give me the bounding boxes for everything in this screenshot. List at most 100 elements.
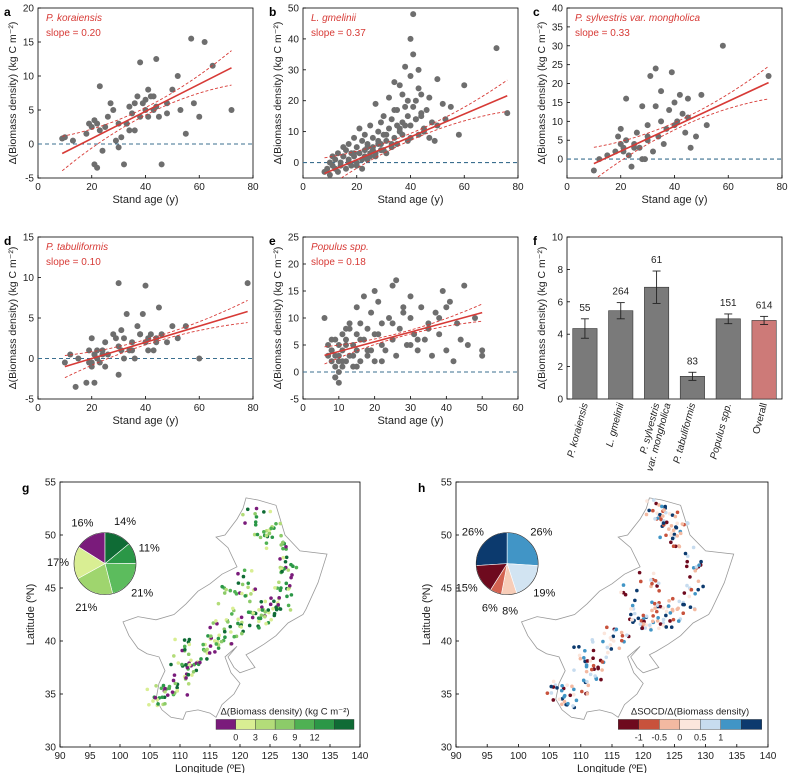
- x-tick-label: 130: [697, 751, 714, 762]
- y-tick-label: 55: [45, 478, 57, 489]
- data-point: [145, 113, 152, 120]
- site-point: [630, 603, 635, 608]
- site-point: [688, 605, 693, 610]
- pie-label: 21%: [75, 602, 97, 614]
- site-point: [203, 649, 207, 653]
- data-point: [434, 76, 441, 83]
- site-point: [617, 646, 622, 651]
- x-tick-label: 140: [760, 751, 777, 762]
- site-point: [670, 513, 675, 517]
- data-point: [339, 358, 346, 365]
- site-point: [638, 579, 643, 584]
- data-point: [421, 336, 428, 343]
- data-point: [391, 79, 398, 86]
- site-point: [651, 571, 656, 576]
- site-point: [658, 604, 663, 609]
- pie-label: 26%: [530, 526, 552, 538]
- data-point: [102, 363, 109, 370]
- data-point: [112, 335, 119, 342]
- ci-upper: [324, 79, 508, 159]
- site-point: [650, 608, 654, 613]
- site-point: [280, 541, 285, 545]
- site-point: [246, 610, 251, 615]
- site-point: [664, 625, 669, 629]
- data-point: [493, 45, 500, 52]
- site-point: [572, 645, 576, 649]
- y-tick-label: 40: [441, 637, 453, 648]
- data-point: [407, 293, 414, 300]
- site-point: [277, 580, 281, 585]
- data-point: [457, 336, 464, 343]
- site-point: [175, 688, 179, 693]
- data-point: [346, 325, 353, 332]
- site-point: [591, 656, 595, 661]
- site-point: [660, 504, 664, 509]
- site-point: [677, 599, 682, 604]
- site-point: [208, 625, 212, 630]
- site-point: [675, 607, 680, 612]
- data-point: [107, 100, 114, 107]
- ci-lower: [64, 322, 248, 379]
- data-point: [121, 161, 127, 168]
- data-point: [145, 347, 152, 354]
- x-tick-label: 100: [112, 751, 129, 762]
- site-point: [604, 655, 609, 660]
- data-point: [388, 116, 395, 123]
- data-point: [450, 358, 457, 365]
- data-point: [142, 282, 149, 289]
- count-label: 83: [687, 356, 699, 367]
- data-point: [375, 298, 382, 305]
- bar: [751, 320, 777, 400]
- site-point: [656, 615, 660, 620]
- y-tick-label: 25: [552, 60, 564, 71]
- data-point: [134, 323, 141, 330]
- data-point: [139, 310, 146, 317]
- data-point: [353, 304, 360, 311]
- site-point: [641, 622, 646, 626]
- site-point: [591, 663, 596, 668]
- pie-label: 14%: [114, 516, 136, 528]
- site-point: [585, 679, 589, 684]
- y-tick-label: 20: [288, 260, 300, 271]
- x-tick-label: 60: [723, 182, 735, 193]
- site-point: [640, 626, 645, 631]
- site-point: [609, 637, 614, 642]
- data-point: [378, 342, 385, 348]
- site-point: [605, 645, 610, 650]
- data-point: [504, 110, 511, 117]
- data-point: [244, 280, 251, 287]
- site-point: [234, 592, 239, 596]
- x-axis-label: Stand age (y): [377, 194, 443, 206]
- data-point: [361, 131, 368, 138]
- x-tick-label: 90: [54, 751, 66, 762]
- count-label: 55: [579, 303, 591, 314]
- site-point: [671, 544, 676, 549]
- site-point: [147, 702, 151, 707]
- site-point: [578, 656, 583, 661]
- site-point: [245, 507, 250, 512]
- x-tick-label: 130: [292, 751, 309, 762]
- site-point: [156, 702, 160, 706]
- site-point: [664, 533, 668, 538]
- data-point: [164, 339, 170, 346]
- site-point: [653, 578, 658, 583]
- data-point: [479, 352, 486, 359]
- data-point: [367, 122, 374, 129]
- data-point: [386, 94, 392, 101]
- site-point: [667, 511, 672, 516]
- site-point: [570, 684, 574, 689]
- site-point: [171, 678, 176, 683]
- site-point: [264, 546, 269, 551]
- site-point: [258, 616, 263, 621]
- site-point: [274, 521, 278, 526]
- x-tick-label: 40: [669, 182, 681, 193]
- site-point: [655, 619, 660, 623]
- site-point: [681, 611, 686, 616]
- x-tick-label: 40: [140, 403, 152, 414]
- site-point: [284, 581, 289, 586]
- data-point: [410, 51, 417, 58]
- data-point: [350, 352, 357, 359]
- data-point: [335, 369, 342, 375]
- data-point: [131, 100, 138, 107]
- site-point: [585, 691, 590, 696]
